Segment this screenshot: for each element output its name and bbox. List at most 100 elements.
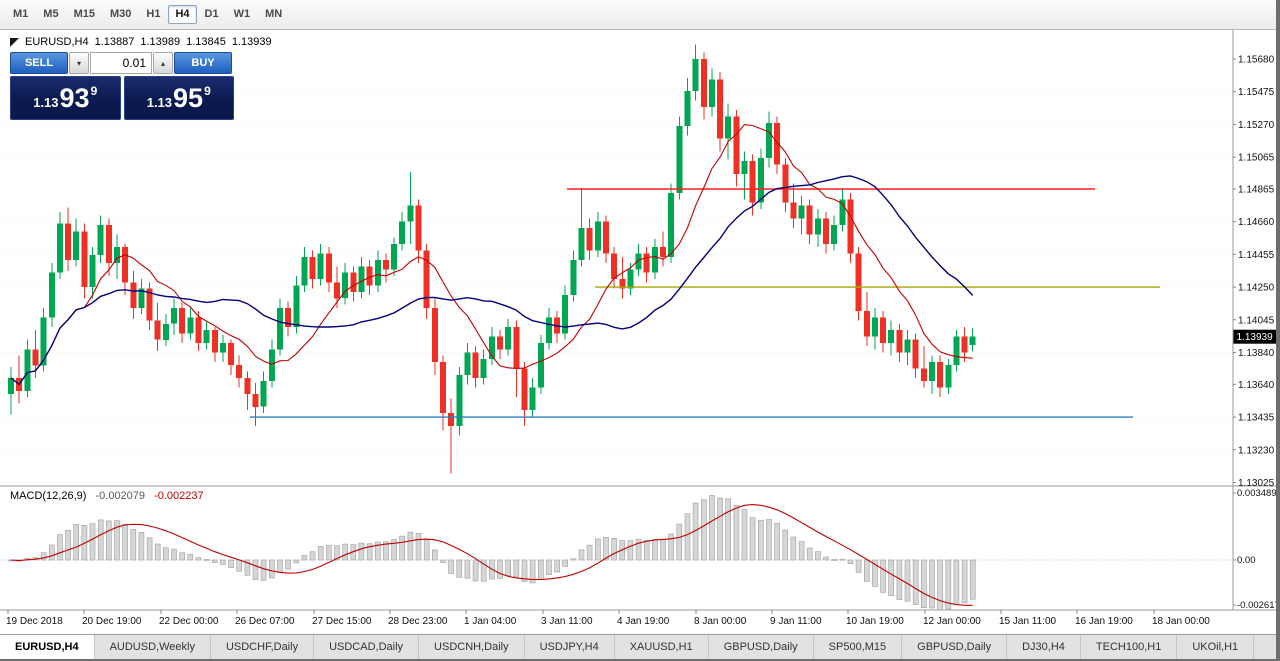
chart-symbol-period: EURUSD,H4	[25, 36, 89, 48]
chart-tab-eurusd-h4[interactable]: EURUSD,H4	[0, 635, 95, 661]
candle-body	[863, 311, 870, 337]
chart-tab-gbpusd-daily[interactable]: GBPUSD,Daily	[902, 635, 1008, 661]
macd-histogram-bar	[301, 555, 308, 561]
candle-body	[399, 221, 406, 244]
macd-histogram-bar	[277, 559, 283, 573]
candle-body	[32, 349, 39, 366]
chart-tab-audusd-weekly[interactable]: AUDUSD,Weekly	[95, 635, 211, 661]
candle-body	[350, 272, 357, 292]
macd-histogram-bar	[212, 559, 218, 564]
timeframe-button-m1[interactable]: M1	[6, 5, 35, 24]
macd-histogram-bar	[790, 536, 797, 561]
timeframe-button-h1[interactable]: H1	[139, 5, 167, 24]
chart-tab-usdcad-daily[interactable]: USDCAD,Daily	[314, 635, 420, 661]
time-tick-label: 27 Dec 15:00	[312, 616, 372, 627]
candle-body	[203, 330, 210, 343]
macd-histogram-bar	[815, 551, 821, 561]
timeframe-button-d1[interactable]: D1	[198, 5, 226, 24]
chart-tab-tech100-h1[interactable]: TECH100,H1	[1081, 635, 1178, 661]
macd-histogram-bar	[48, 544, 55, 561]
macd-main-value: -0.002079	[95, 490, 146, 502]
macd-histogram-bar	[195, 557, 202, 561]
price-chart-canvas[interactable]: 1.15680 1.15475 1.15270 1.15065 1.14865 1.146…	[0, 30, 1280, 634]
time-axis[interactable]: 19 Dec 2018 20 Dec 19:00 22 Dec 00:00 26 De…	[6, 610, 1210, 627]
candle-body	[660, 247, 666, 257]
buy-price-panel[interactable]: 1.13 95 9	[123, 76, 234, 120]
candle-body	[904, 339, 911, 353]
timeframe-button-m5[interactable]: M5	[36, 5, 65, 24]
candle-body	[260, 381, 267, 407]
chart-tab-gbpusd-daily[interactable]: GBPUSD,Daily	[709, 635, 814, 661]
macd-histogram-bar	[945, 559, 952, 610]
macd-histogram-bar	[260, 559, 267, 581]
chart-tab-usdcnh-daily[interactable]: USDCNH,Daily	[419, 635, 525, 661]
candle-body	[440, 362, 446, 414]
candle-body	[252, 394, 259, 407]
macd-signal-line	[10, 504, 973, 606]
macd-histogram-bar	[89, 523, 96, 561]
timeframe-toolbar: M1 M5 M15 M30 H1 H4 D1 W1 MN	[0, 0, 1280, 30]
chart-tab-xauusd-h1[interactable]: XAUUSD,H1	[615, 635, 709, 661]
candle-body	[929, 362, 935, 382]
macd-histogram-bar	[285, 559, 291, 570]
macd-histogram-bar	[537, 559, 544, 581]
macd-histogram-bar	[920, 559, 927, 609]
timeframe-button-m30[interactable]: M30	[103, 5, 138, 24]
time-tick-label: 8 Jan 00:00	[694, 616, 747, 627]
macd-histogram-bar	[228, 559, 234, 568]
lot-increase-button[interactable]: ▴	[153, 52, 173, 74]
macd-histogram-bar	[440, 559, 446, 563]
macd-histogram-bar	[480, 559, 487, 582]
candle-body	[953, 336, 960, 366]
candle-body	[594, 221, 601, 251]
candle-body	[651, 247, 658, 273]
chart-high-value: 1.13989	[140, 36, 181, 48]
macd-histogram-bar	[969, 559, 976, 600]
chart-tab-dj30-h4[interactable]: DJ30,H4	[1007, 635, 1081, 661]
candle-body	[464, 352, 471, 375]
candle-body	[676, 126, 683, 193]
timeframe-button-mn[interactable]: MN	[258, 5, 289, 24]
chart-area[interactable]: 1.15680 1.15475 1.15270 1.15065 1.14865 1.146…	[0, 30, 1280, 634]
candle-body	[757, 157, 764, 203]
candle-body	[969, 336, 976, 345]
candle-body	[635, 253, 642, 270]
buy-price-pipette: 9	[204, 84, 211, 98]
chart-open-value: 1.13887	[94, 36, 135, 48]
lot-decrease-button[interactable]: ▾	[69, 52, 89, 74]
candle-body	[871, 317, 878, 337]
macd-histogram-bar	[831, 559, 838, 561]
macd-histogram-bar	[733, 504, 740, 561]
macd-histogram-bar	[407, 531, 414, 561]
lot-size-input[interactable]	[90, 52, 152, 74]
candle-body	[725, 116, 732, 139]
chart-tab-sp500-m15[interactable]: SP500,M15	[814, 635, 903, 661]
price-tick-label: 1.15475	[1238, 87, 1275, 98]
price-tick-label: 1.13025	[1238, 478, 1275, 489]
buy-button[interactable]: BUY	[174, 52, 232, 74]
price-scale[interactable]: 1.15680 1.15475 1.15270 1.15065 1.14865 1.146…	[1233, 55, 1280, 612]
candle-body	[880, 317, 887, 343]
chart-tab-ukoil-h1[interactable]: UKOil,H1	[1177, 635, 1255, 661]
time-tick-label: 12 Jan 00:00	[923, 616, 981, 627]
macd-header: MACD(12,26,9) -0.002079 -0.002237	[10, 490, 204, 502]
sell-button[interactable]: SELL	[10, 52, 68, 74]
timeframe-button-m15[interactable]: M15	[67, 5, 102, 24]
timeframe-button-h4[interactable]: H4	[168, 5, 197, 24]
candle-body	[472, 352, 479, 378]
candle-body	[774, 122, 781, 165]
macd-histogram-bar	[163, 547, 169, 561]
price-tick-label: 1.13435	[1238, 413, 1275, 424]
macd-histogram-bar	[415, 533, 422, 561]
chart-tab-usdjpy-h4[interactable]: USDJPY,H4	[525, 635, 615, 661]
price-tick-label: 1.15065	[1238, 153, 1275, 164]
candle-body	[545, 317, 552, 343]
sell-price-panel[interactable]: 1.13 93 9	[10, 76, 121, 120]
hline-objects-layer	[250, 188, 1160, 418]
macd-histogram-bar	[244, 559, 251, 576]
chart-tab-usdchf-daily[interactable]: USDCHF,Daily	[211, 635, 315, 661]
macd-histogram-bar	[929, 559, 935, 609]
price-tick-label: 1.14250	[1238, 283, 1275, 294]
time-tick-label: 28 Dec 23:00	[388, 616, 448, 627]
timeframe-button-w1[interactable]: W1	[227, 5, 258, 24]
